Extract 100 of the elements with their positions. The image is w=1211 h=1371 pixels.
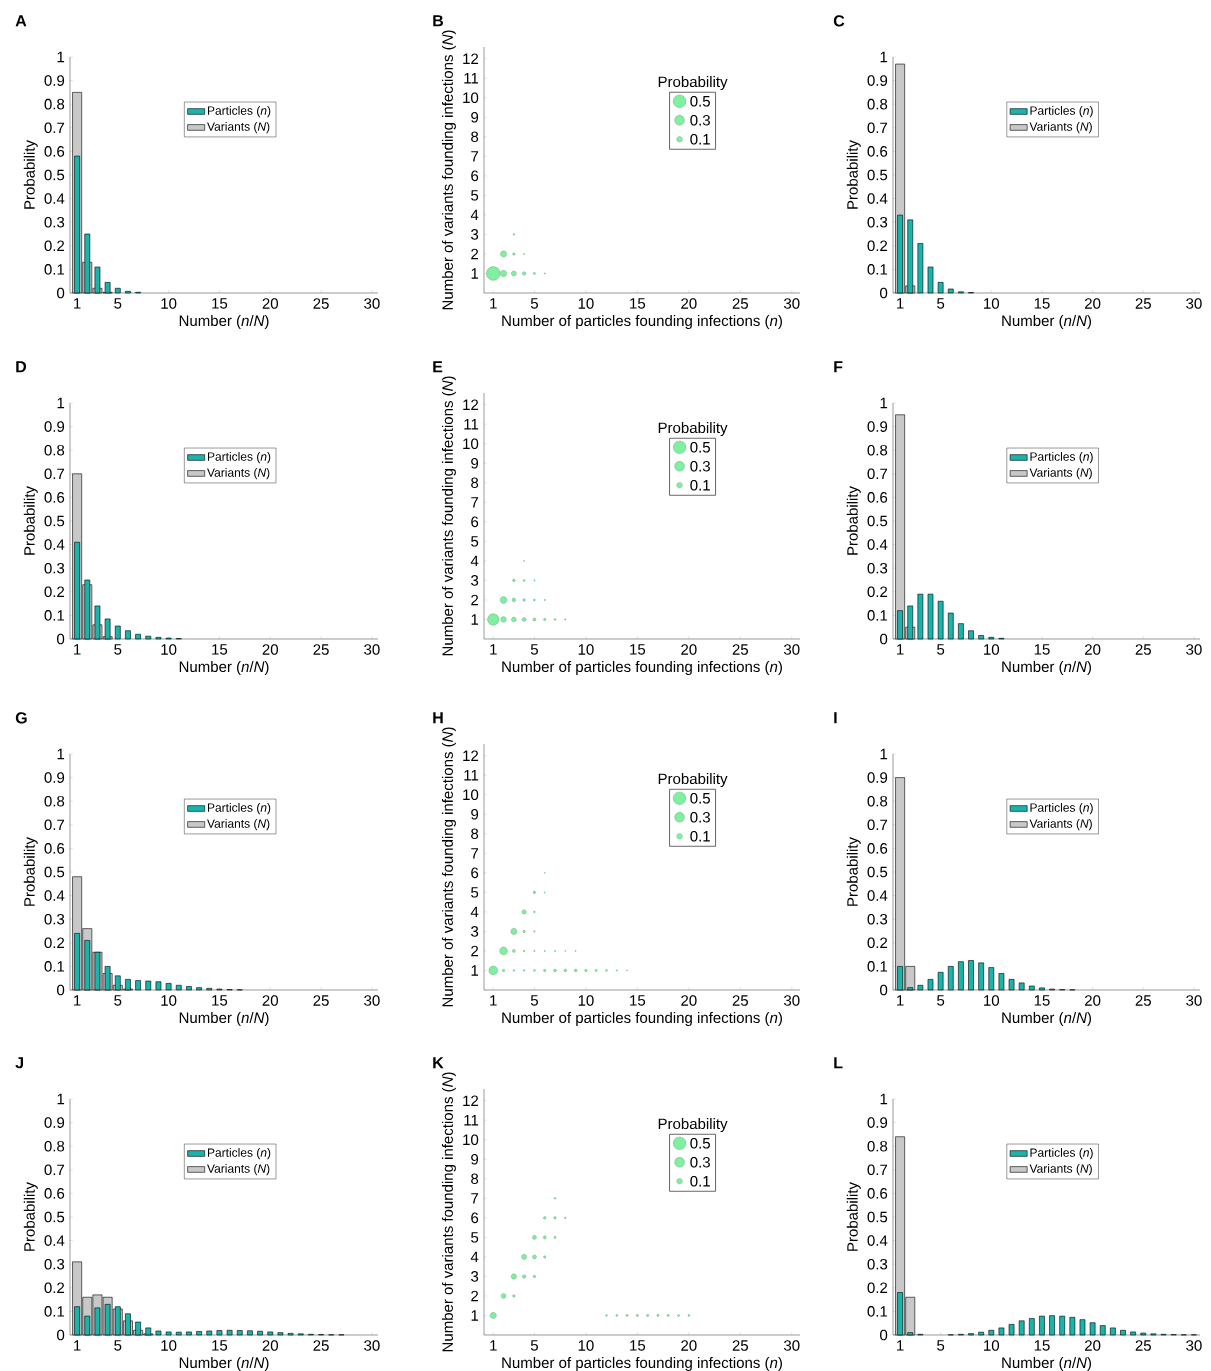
legend-label: 0.5 xyxy=(690,1137,710,1149)
y-tick-label: 9 xyxy=(471,457,479,469)
chart-title: J xyxy=(15,1057,24,1069)
x-axis-title: Number (n/N) xyxy=(1002,661,1091,675)
x-tick-label: 20 xyxy=(681,1340,697,1351)
y-tick-label: 0 xyxy=(57,1329,65,1341)
y-axis-title: Probability xyxy=(846,486,861,555)
y-tick-label: 12 xyxy=(463,750,479,761)
y-tick-label: 0.7 xyxy=(867,468,888,480)
legend-label: Particles (n) xyxy=(207,1148,271,1160)
legend-label: 0.1 xyxy=(690,830,710,842)
x-tick-label: 30 xyxy=(783,995,800,1006)
y-axis-title: Number of variants founding infections (N) xyxy=(441,1072,456,1352)
x-tick-label: 30 xyxy=(1186,298,1202,309)
legend-label: Variants (N) xyxy=(1029,121,1092,134)
y-tick-label: 10 xyxy=(463,438,479,450)
x-tick-label: 15 xyxy=(212,644,228,655)
x-axis-title: Number (n/N) xyxy=(179,1012,269,1026)
y-tick-label: 0.4 xyxy=(867,539,888,550)
y-tick-label: 4 xyxy=(470,209,479,221)
y-tick-label: 0.8 xyxy=(44,795,65,807)
x-tick-label: 10 xyxy=(161,644,177,655)
y-tick-label: 0.1 xyxy=(867,961,888,972)
x-tick-label: 15 xyxy=(212,298,228,309)
legend-label: Variants (N) xyxy=(1029,818,1092,831)
x-axis-title: Number (n/N) xyxy=(179,1357,269,1371)
x-tick-label: 5 xyxy=(530,644,538,655)
x-tick-label: 10 xyxy=(161,1340,177,1351)
y-tick-label: 0.3 xyxy=(44,216,65,228)
y-tick-label: 4 xyxy=(470,555,479,567)
legend-label: Particles (n) xyxy=(1030,1148,1093,1160)
y-tick-label: 0.7 xyxy=(867,1164,888,1176)
x-tick-label: 1 xyxy=(897,644,904,655)
x-tick-label: 1 xyxy=(897,995,904,1006)
x-tick-label: 25 xyxy=(1135,644,1151,655)
x-tick-label: 30 xyxy=(364,995,380,1006)
y-tick-label: 1 xyxy=(880,748,888,760)
y-tick-label: 0.3 xyxy=(44,913,65,925)
y-tick-label: 5 xyxy=(471,1232,479,1243)
y-tick-label: 0.3 xyxy=(867,913,888,925)
y-tick-label: 0.9 xyxy=(44,75,65,86)
chart-title: D xyxy=(16,361,27,373)
y-tick-label: 0.3 xyxy=(867,562,888,574)
y-axis-title: Number of variants founding infections (N) xyxy=(441,727,456,1007)
y-tick-label: 0.4 xyxy=(44,890,65,901)
y-tick-label: 0.1 xyxy=(44,610,65,621)
x-tick-label: 1 xyxy=(74,298,81,309)
y-tick-label: 12 xyxy=(463,399,479,410)
legend-title: Probability xyxy=(658,422,728,437)
y-tick-label: 5 xyxy=(471,536,479,547)
y-tick-label: 0.6 xyxy=(44,1188,65,1199)
y-tick-label: 0 xyxy=(880,633,888,645)
y-tick-label: 0.5 xyxy=(44,169,65,181)
x-tick-label: 5 xyxy=(937,298,945,309)
x-tick-label: 15 xyxy=(212,995,228,1006)
chart-title: K xyxy=(433,1057,444,1069)
x-tick-label: 5 xyxy=(114,1340,122,1351)
x-tick-label: 10 xyxy=(984,644,1000,655)
x-tick-label: 15 xyxy=(1034,644,1050,655)
x-tick-label: 10 xyxy=(984,995,1000,1006)
chart-title: H xyxy=(433,712,443,724)
y-tick-label: 0.1 xyxy=(867,264,888,275)
y-tick-label: 8 xyxy=(471,1173,479,1185)
y-tick-label: 11 xyxy=(464,1115,479,1126)
y-tick-label: 1 xyxy=(57,748,65,760)
y-tick-label: 9 xyxy=(471,111,479,123)
x-tick-label: 5 xyxy=(530,1340,538,1351)
legend-label: 0.3 xyxy=(690,1156,710,1168)
y-tick-label: 0.8 xyxy=(44,444,65,456)
y-tick-label: 5 xyxy=(471,190,479,201)
x-tick-label: 10 xyxy=(578,298,594,309)
y-tick-label: 0.2 xyxy=(44,586,65,598)
legend-title: Probability xyxy=(658,1118,728,1133)
y-tick-label: 0 xyxy=(57,984,65,996)
x-tick-label: 5 xyxy=(114,644,122,655)
x-tick-label: 30 xyxy=(1186,1340,1202,1351)
y-tick-label: 0.6 xyxy=(44,492,65,503)
y-tick-label: 0.4 xyxy=(44,193,65,204)
legend-label: 0.3 xyxy=(690,114,710,126)
x-tick-label: 30 xyxy=(364,298,380,309)
y-tick-label: 0.7 xyxy=(867,819,888,831)
x-tick-label: 30 xyxy=(783,644,800,655)
y-tick-label: 0.3 xyxy=(867,1258,888,1270)
x-tick-label: 25 xyxy=(1135,995,1151,1006)
y-tick-label: 0.2 xyxy=(44,937,65,949)
y-tick-label: 0.5 xyxy=(867,1211,888,1223)
y-tick-label: 5 xyxy=(471,887,479,898)
y-tick-label: 0.9 xyxy=(867,421,888,432)
x-tick-label: 30 xyxy=(1186,995,1202,1006)
x-tick-label: 5 xyxy=(114,298,122,309)
y-tick-label: 6 xyxy=(471,516,479,528)
y-tick-label: 3 xyxy=(471,575,479,586)
x-tick-label: 25 xyxy=(1135,1340,1151,1351)
y-tick-label: 2 xyxy=(471,248,479,260)
y-tick-label: 0.3 xyxy=(44,562,65,574)
y-tick-label: 0.6 xyxy=(867,843,888,854)
legend-label: Particles (n) xyxy=(1030,106,1093,118)
x-tick-label: 25 xyxy=(732,298,749,309)
x-axis-title: Number (n/N) xyxy=(1002,1357,1091,1371)
y-tick-label: 2 xyxy=(471,594,479,606)
